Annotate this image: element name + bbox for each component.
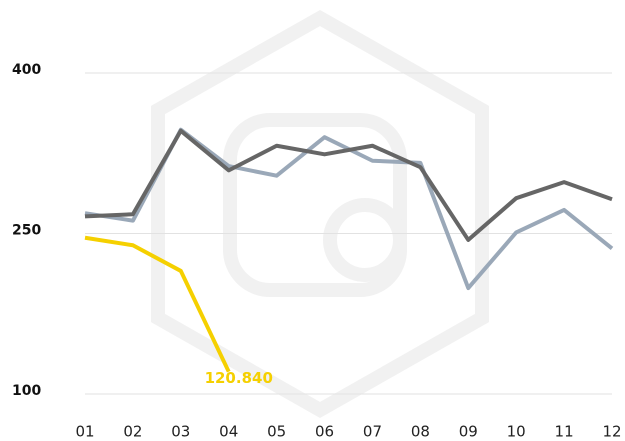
x-tick-label: 10	[507, 423, 526, 441]
x-tick-label: 02	[123, 423, 142, 441]
y-tick-label: 400	[12, 62, 41, 78]
x-tick-label: 06	[315, 423, 334, 441]
x-tick-label: 07	[363, 423, 382, 441]
y-tick-label: 250	[12, 223, 41, 239]
chart: 100 250 400 01 02 03 04 05 06 07 08 09 10 11 12 120.840	[0, 0, 625, 441]
x-tick-label: 04	[219, 423, 238, 441]
x-tick-label: 12	[602, 423, 621, 441]
x-tick-label: 05	[267, 423, 286, 441]
y-tick-label: 100	[12, 383, 41, 399]
x-tick-label: 08	[411, 423, 430, 441]
x-tick-label: 03	[171, 423, 190, 441]
x-tick-label: 01	[75, 423, 94, 441]
x-tick-label: 11	[555, 423, 574, 441]
value-label: 120.840	[205, 369, 273, 387]
watermark	[158, 18, 482, 410]
x-tick-label: 09	[459, 423, 478, 441]
